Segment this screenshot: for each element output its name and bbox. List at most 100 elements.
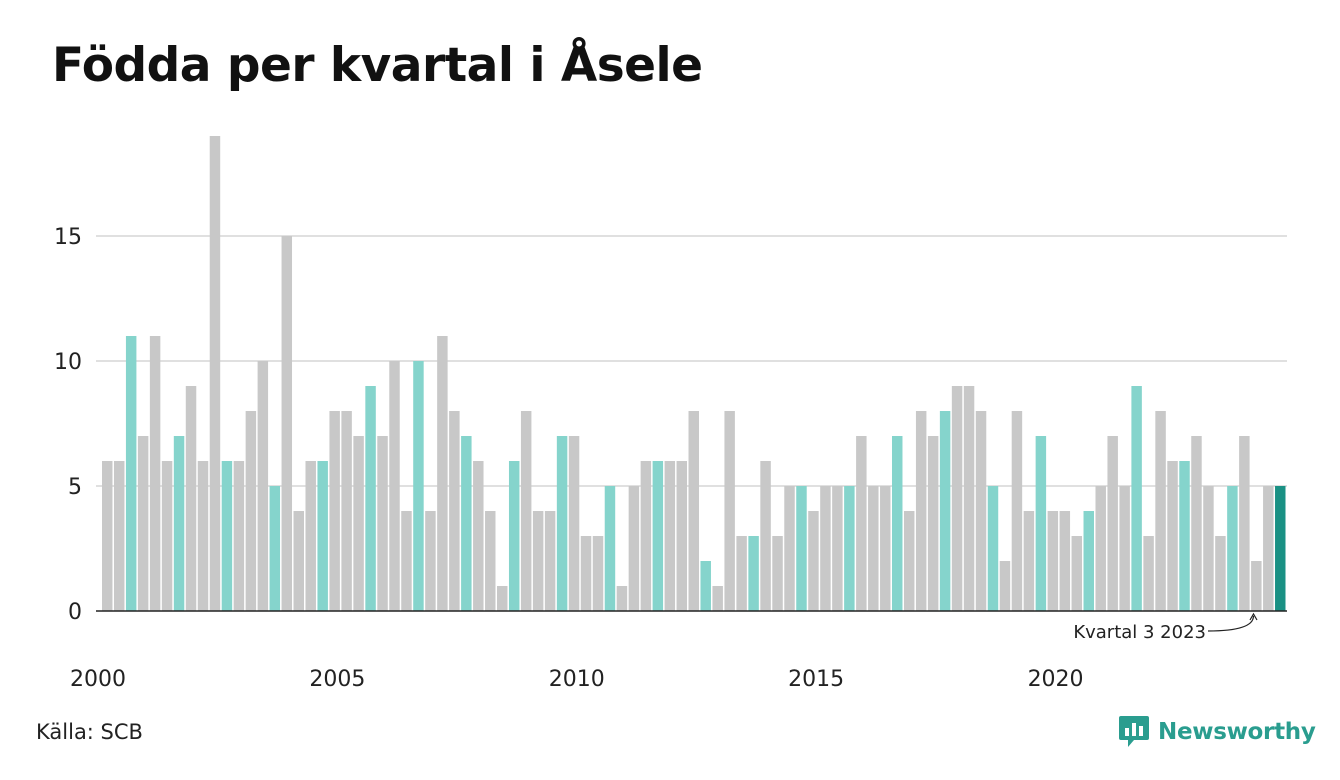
bar (844, 486, 855, 611)
bar (556, 436, 568, 611)
bar (161, 461, 173, 611)
bar (449, 411, 460, 611)
bar (209, 136, 221, 611)
bar (616, 586, 628, 611)
bar (257, 361, 269, 611)
bar (592, 536, 604, 611)
bar (939, 411, 951, 611)
bar (1023, 511, 1035, 611)
bar (820, 486, 831, 611)
bar (664, 461, 676, 611)
bar (880, 486, 891, 611)
bar (688, 411, 699, 611)
x-tick-label: 2020 (1028, 667, 1084, 692)
y-axis-ticks: 0 5 10 15 (54, 225, 82, 625)
bar (113, 461, 125, 611)
bar (568, 436, 580, 611)
bar (317, 461, 328, 611)
x-tick-label: 2015 (788, 667, 844, 692)
bar (1011, 411, 1023, 611)
newsworthy-logo-icon (1119, 716, 1149, 747)
bar (640, 461, 652, 611)
bar (125, 336, 137, 611)
bar (700, 561, 711, 611)
bar (485, 511, 496, 611)
bar (1131, 386, 1142, 611)
bars (102, 136, 1286, 611)
bar (102, 461, 113, 611)
bar (1083, 511, 1094, 611)
bar (999, 561, 1011, 611)
bar (149, 336, 161, 611)
bar (233, 461, 245, 611)
bar (293, 511, 304, 611)
bar (892, 436, 903, 611)
bar (1155, 411, 1166, 611)
bar (245, 411, 257, 611)
bar (532, 511, 544, 611)
bar (1275, 486, 1286, 611)
bar (461, 436, 472, 611)
y-tick-label: 15 (54, 225, 82, 250)
bar (1191, 436, 1202, 611)
bar (868, 486, 879, 611)
bar (676, 461, 688, 611)
bar (760, 461, 771, 611)
bar (712, 586, 723, 611)
bar (832, 486, 843, 611)
bar (137, 436, 149, 611)
bar (736, 536, 747, 611)
x-tick-label: 2005 (309, 667, 365, 692)
x-axis-ticks: 2000 2005 2010 2015 2020 (70, 667, 1084, 692)
y-tick-label: 5 (68, 475, 82, 500)
bar (1119, 486, 1130, 611)
annotation-arrow (1207, 615, 1255, 632)
bar (1059, 511, 1071, 611)
bar (1215, 536, 1226, 611)
bar (772, 536, 783, 611)
bar (401, 511, 412, 611)
bar (1143, 536, 1154, 611)
source-note: Källa: SCB (36, 720, 143, 744)
bar (353, 436, 364, 611)
bar (951, 386, 963, 611)
bar (927, 436, 939, 611)
bar (544, 511, 556, 611)
bar (1035, 436, 1047, 611)
bar (281, 236, 293, 611)
bar (437, 336, 448, 611)
bar (473, 461, 484, 611)
bar (329, 411, 340, 611)
bar (628, 486, 640, 611)
bar (1203, 486, 1214, 611)
bar (389, 361, 400, 611)
bar (808, 511, 819, 611)
bar (305, 461, 316, 611)
bar (1095, 486, 1106, 611)
bar (520, 411, 532, 611)
bar (856, 436, 867, 611)
y-tick-label: 10 (54, 350, 82, 375)
annotation-label: Kvartal 3 2023 (1073, 622, 1206, 643)
brand-name: Newsworthy (1158, 719, 1316, 745)
bar (796, 486, 807, 611)
bar (987, 486, 999, 611)
bar (185, 386, 197, 611)
bar (365, 386, 376, 611)
bar (508, 461, 520, 611)
bar (724, 411, 735, 611)
bar (425, 511, 436, 611)
annotation-arrowhead (1249, 612, 1258, 621)
bar (497, 586, 508, 611)
bar (1227, 486, 1238, 611)
bar (197, 461, 209, 611)
bar (413, 361, 424, 611)
bar (784, 486, 795, 611)
bar (748, 536, 759, 611)
bar (1263, 486, 1274, 611)
bar (341, 411, 352, 611)
x-tick-label: 2000 (70, 667, 126, 692)
bar (1239, 436, 1250, 611)
bar (173, 436, 185, 611)
